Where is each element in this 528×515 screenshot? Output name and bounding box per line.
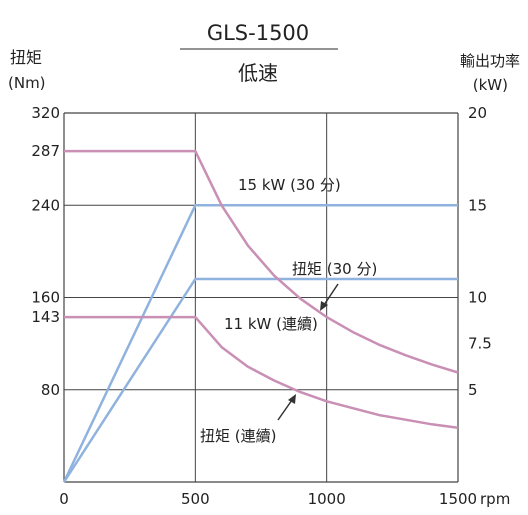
tick-label-y-left: 160 <box>31 289 60 307</box>
annotation-torque-cont: 扭矩 (連續) <box>200 427 276 445</box>
torque-curve <box>64 149 459 374</box>
torque-curve <box>64 315 459 430</box>
power-curve <box>62 204 458 483</box>
tick-label-y-left: 287 <box>31 142 60 160</box>
tick-label-x: 1000 <box>308 490 346 508</box>
grid <box>63 112 459 483</box>
tick-label-y-right: 10 <box>468 289 487 307</box>
annotation-power-30min: 15 kW (30 分) <box>238 176 341 194</box>
tick-label-y-left: 80 <box>41 381 60 399</box>
chart-subtitle: 低速 <box>238 61 278 85</box>
annotation-power-cont: 11 kW (連續) <box>224 315 318 333</box>
y-right-label: 輸出功率 <box>460 52 520 70</box>
tick-label-x: 1500 <box>439 490 477 508</box>
series-group <box>62 149 459 483</box>
annotation-torque-30min: 扭矩 (30 分) <box>292 260 377 278</box>
y-left-label: 扭矩 <box>10 48 42 67</box>
tick-label-y-left: 143 <box>31 308 60 326</box>
power-curve <box>62 277 458 483</box>
tick-label-y-right: 20 <box>468 104 487 122</box>
arrow-torque-30min <box>320 283 339 311</box>
tick-label-y-right: 7.5 <box>468 335 492 353</box>
arrow-torque-cont <box>277 394 296 421</box>
tick-label-y-right: 15 <box>468 196 487 214</box>
y-left-unit: (Nm) <box>8 74 46 92</box>
tick-label-x: 500 <box>181 490 210 508</box>
tick-label-x: 0 <box>59 490 69 508</box>
chart-title: GLS-1500 <box>207 21 309 45</box>
tick-label-y-left: 320 <box>31 104 60 122</box>
tick-label-y-left: 240 <box>31 196 60 214</box>
x-unit-label: rpm <box>480 490 510 508</box>
y-right-unit: (kW) <box>473 76 508 94</box>
tick-label-y-right: 5 <box>468 381 478 399</box>
